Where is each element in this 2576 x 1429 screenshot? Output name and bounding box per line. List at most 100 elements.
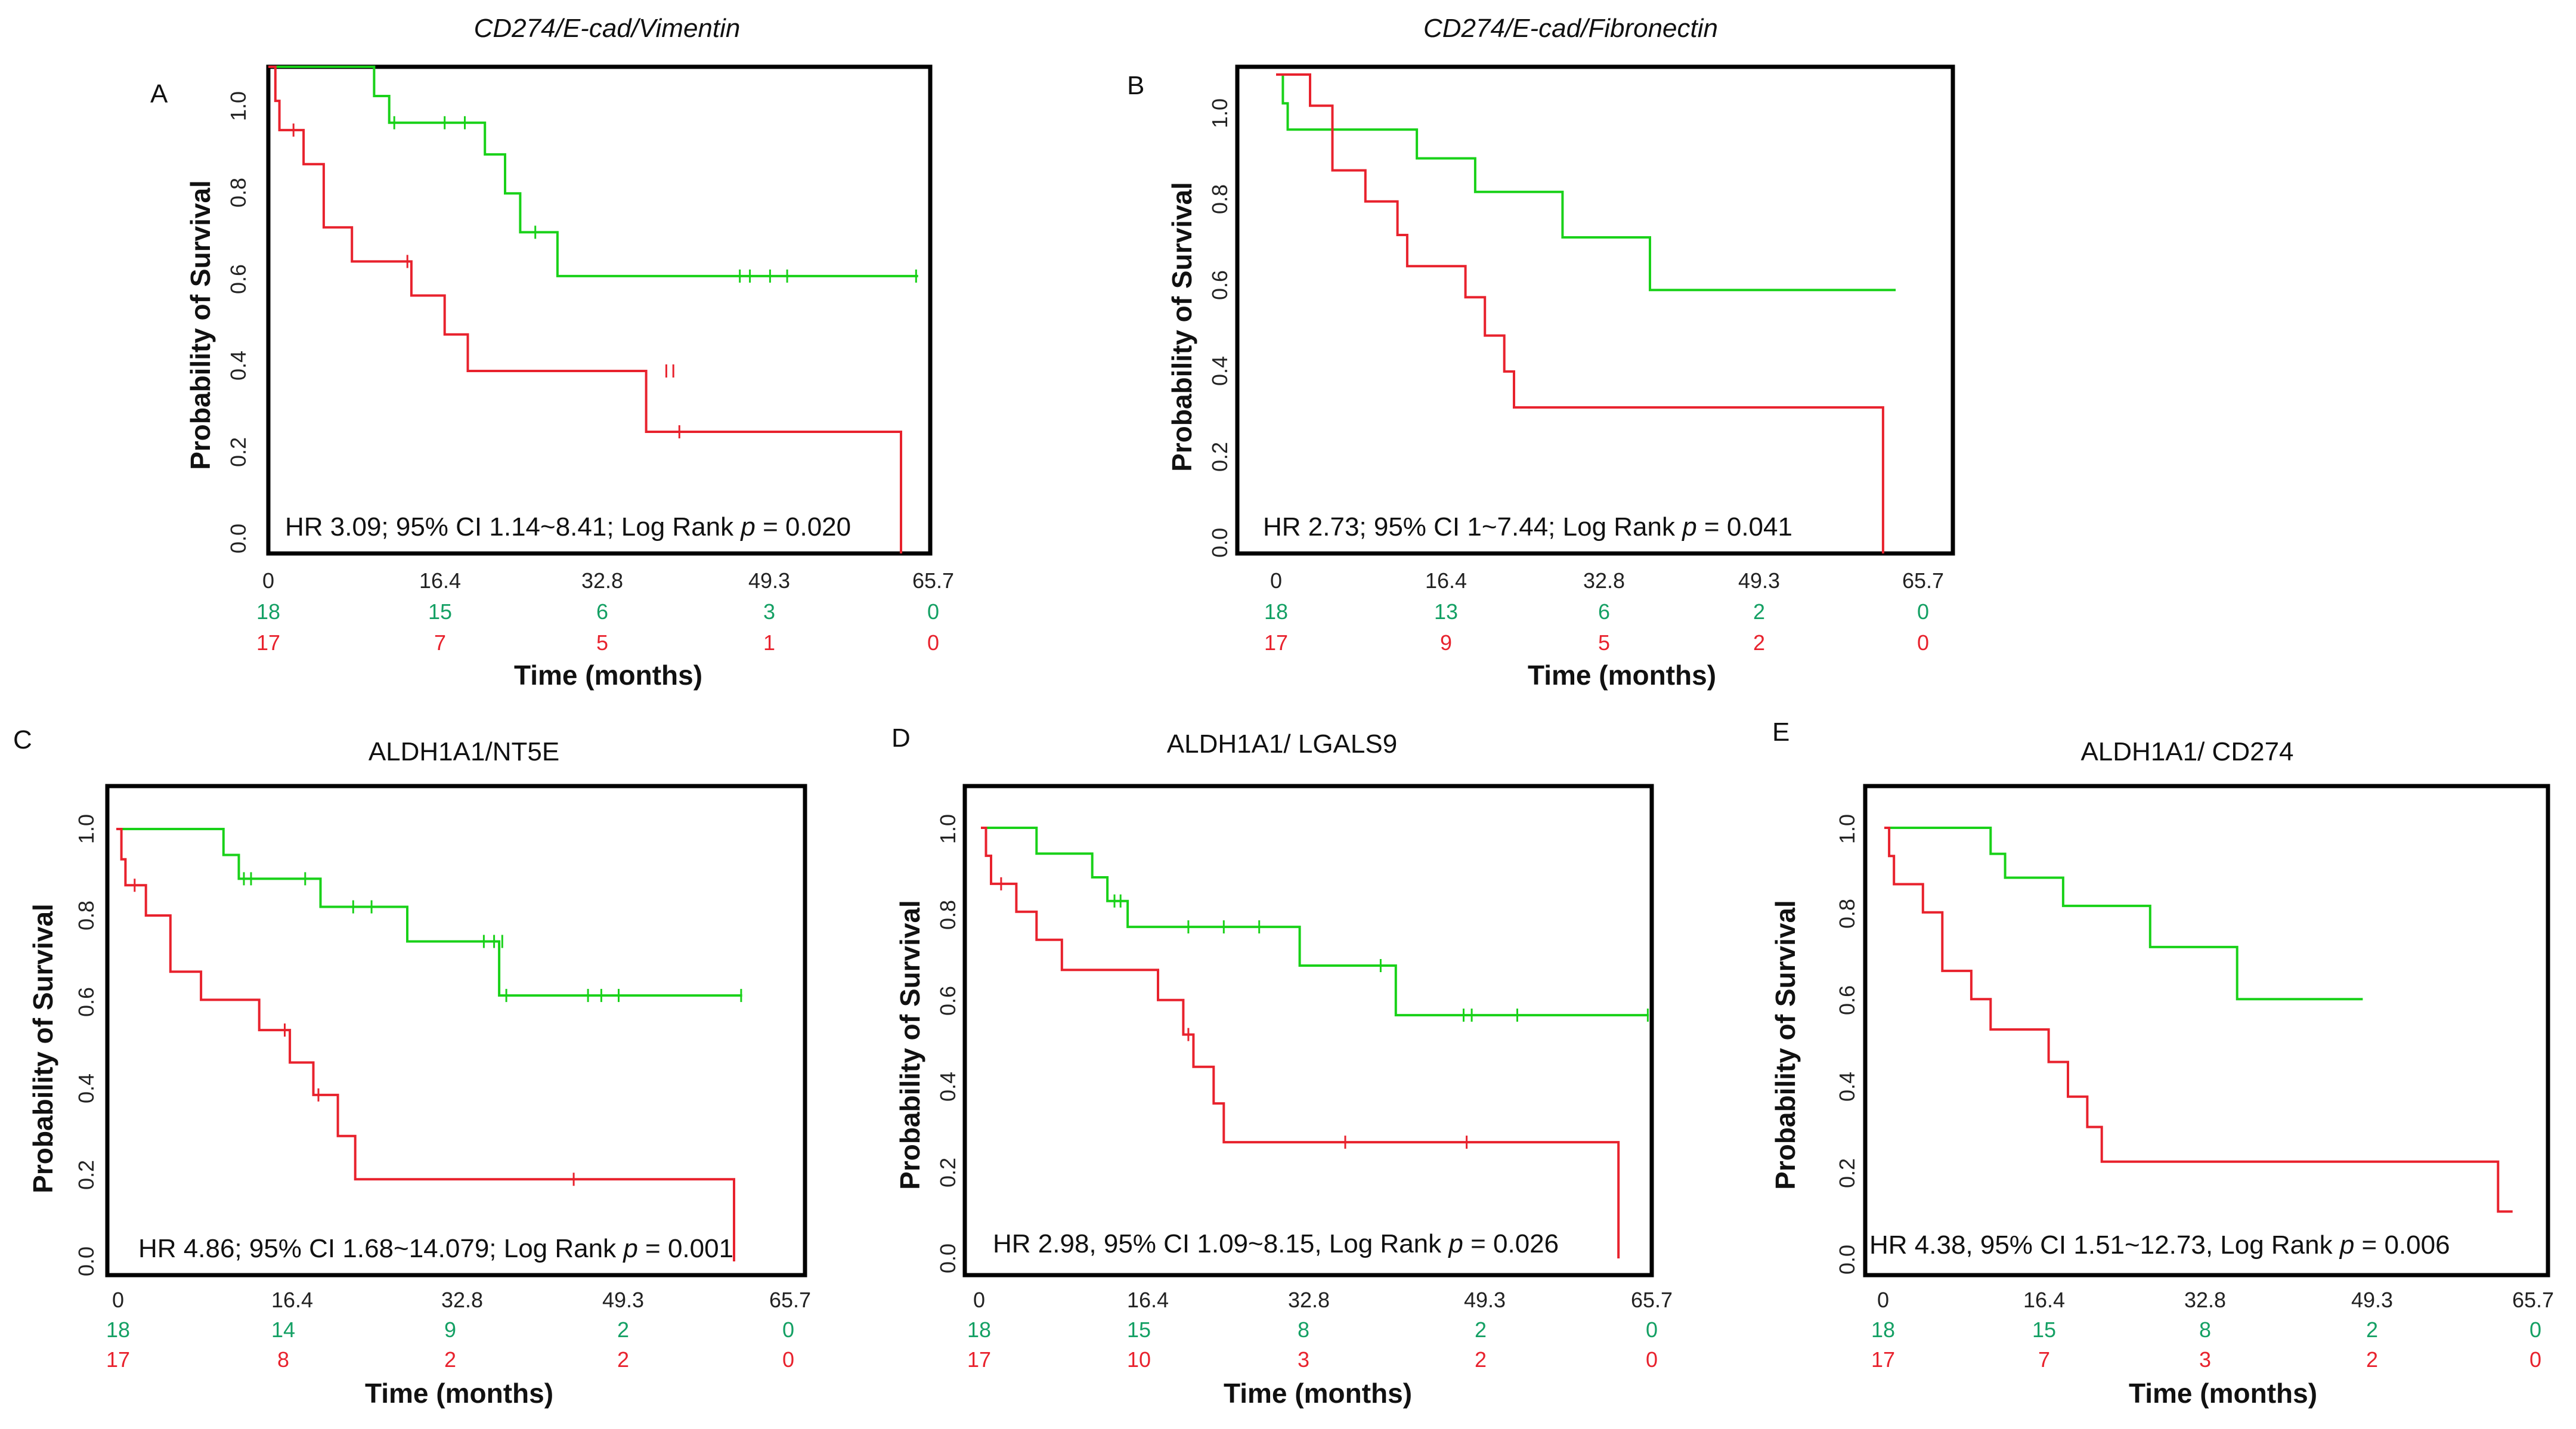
panel-a-stats-p: p <box>739 512 755 542</box>
panel-a-ytick-5: 1.0 <box>226 91 250 121</box>
panel-e-risk-low-2: 8 <box>2199 1317 2211 1342</box>
panel-c-stats-post: = 0.001 <box>638 1234 733 1263</box>
panel-c-xtick-3: 49.3 <box>602 1288 644 1312</box>
panel-d-plot-frame <box>962 784 1654 1278</box>
panel-d-xtick-0: 0 <box>973 1288 985 1312</box>
panel-a-risk-high-3: 1 <box>763 630 775 655</box>
panel-c-y-axis-label: Probability of Survival <box>27 904 58 1193</box>
panel-c-xtick-0: 0 <box>112 1288 124 1312</box>
panel-c-risk-high-1: 8 <box>277 1347 289 1372</box>
panel-b-ytick-0: 0.0 <box>1208 528 1232 558</box>
panel-c-high-expression-curve <box>116 828 735 1261</box>
panel-b-y-ticks: 0.0 0.2 0.4 0.6 0.8 1.0 <box>1208 98 1232 558</box>
panel-e-high-expression-curve <box>1884 827 2513 1213</box>
panel-c-stats-pre: HR 4.86; 95% CI 1.68~14.079; Log Rank <box>138 1234 623 1263</box>
panel-a-ytick-0: 0.0 <box>226 524 250 553</box>
panel-b-title: CD274/E-cad/Fibronectin <box>1423 14 1718 43</box>
panel-a-xtick-2: 32.8 <box>581 568 623 593</box>
panel-b-y-axis-label: Probability of Survival <box>1166 182 1197 472</box>
panel-a-risk-low-2: 6 <box>596 599 608 624</box>
panel-e-stats-post: = 0.006 <box>2354 1230 2450 1260</box>
panel-a-high-expression-curve <box>268 66 902 553</box>
panel-d-risk-high-1: 10 <box>1127 1347 1151 1372</box>
panel-b-plot-frame <box>1235 64 1955 556</box>
panel-c-stats-p: p <box>622 1234 637 1263</box>
panel-c-plot-frame <box>105 784 807 1278</box>
panel-d-risk-high-4: 0 <box>1646 1347 1658 1372</box>
panel-a-stats-post: = 0.020 <box>756 512 851 542</box>
panel-d-x-axis-label: Time (months) <box>1224 1378 1412 1409</box>
panel-c-stats-annotation: HR 4.86; 95% CI 1.68~14.079; Log Rank p … <box>138 1234 733 1263</box>
panel-a-y-ticks: 0.0 0.2 0.4 0.6 0.8 1.0 <box>226 91 250 553</box>
panel-e-risk-low-0: 18 <box>1871 1317 1895 1342</box>
panel-b-xtick-4: 65.7 <box>1902 568 1944 593</box>
panel-e-x-axis-label: Time (months) <box>2129 1378 2317 1409</box>
panel-d-ytick-4: 0.8 <box>936 900 960 930</box>
panel-a-stats-annotation: HR 3.09; 95% CI 1.14~8.41; Log Rank p = … <box>285 512 851 542</box>
panel-c-letter: C <box>13 725 32 754</box>
panel-e-xtick-3: 49.3 <box>2351 1288 2393 1312</box>
panel-c-ytick-1: 0.2 <box>74 1160 98 1190</box>
panel-d: ALDH1A1/ LGALS9 D 0.0 0.2 0.4 0.6 0.8 1.… <box>891 723 1673 1409</box>
panel-a-risk-low-0: 18 <box>256 599 280 624</box>
panel-b-stats-p: p <box>1681 512 1696 542</box>
panel-a-risk-high-0: 17 <box>256 630 280 655</box>
panel-e-curves <box>1884 827 2513 1213</box>
panel-c: ALDH1A1/NT5E C 0.0 0.2 0.4 0.6 0.8 1.0 P… <box>13 725 811 1409</box>
panel-d-stats-p: p <box>1447 1229 1463 1258</box>
panel-a-ytick-3: 0.6 <box>226 264 250 294</box>
panel-b-stats-pre: HR 2.73; 95% CI 1~7.44; Log Rank <box>1263 512 1682 542</box>
panel-c-curves <box>116 828 742 1261</box>
panel-e-ytick-4: 0.8 <box>1835 899 1859 929</box>
panel-b-xtick-0: 0 <box>1270 568 1282 593</box>
panel-a-curves <box>268 66 918 553</box>
panel-a-letter: A <box>150 79 168 109</box>
panel-c-ytick-5: 1.0 <box>74 814 98 844</box>
panel-b-risk-high-4: 0 <box>1917 630 1929 655</box>
panel-a-risk-low: 18 15 6 3 0 <box>256 599 939 624</box>
panel-c-risk-high-4: 0 <box>782 1347 794 1372</box>
panel-e-risk-high-4: 0 <box>2529 1347 2541 1372</box>
panel-b-ytick-4: 0.8 <box>1208 184 1232 214</box>
panel-a-y-axis-label: Probability of Survival <box>185 180 216 470</box>
panel-d-risk-high-0: 17 <box>967 1347 991 1372</box>
panel-b-ytick-5: 1.0 <box>1208 98 1232 128</box>
panel-d-stats-annotation: HR 2.98, 95% CI 1.09~8.15, Log Rank p = … <box>993 1229 1559 1258</box>
panel-d-ytick-2: 0.4 <box>936 1072 960 1102</box>
panel-e: ALDH1A1/ CD274 E 0.0 0.2 0.4 0.6 0.8 1.0… <box>1770 717 2554 1409</box>
panel-b-xtick-2: 32.8 <box>1583 568 1625 593</box>
panel-c-xtick-1: 16.4 <box>271 1288 313 1312</box>
panel-d-ytick-1: 0.2 <box>936 1158 960 1187</box>
panel-a-xtick-1: 16.4 <box>419 568 461 593</box>
panel-e-letter: E <box>1772 717 1789 747</box>
panel-b-high-expression-curve <box>1276 73 1884 553</box>
panel-c-risk-high: 17 8 2 2 0 <box>106 1347 794 1372</box>
panel-a-stats-pre: HR 3.09; 95% CI 1.14~8.41; Log Rank <box>285 512 741 542</box>
panel-a-risk-high: 17 7 5 1 0 <box>256 630 939 655</box>
panel-b-xtick-1: 16.4 <box>1425 568 1467 593</box>
panel-b-stats-annotation: HR 2.73; 95% CI 1~7.44; Log Rank p = 0.0… <box>1263 512 1792 542</box>
panel-b: CD274/E-cad/Fibronectin B 0.0 0.2 0.4 0.… <box>1127 14 1955 691</box>
panel-a-xtick-4: 65.7 <box>912 568 954 593</box>
panel-c-ytick-2: 0.4 <box>74 1074 98 1103</box>
panel-b-risk-low: 18 13 6 2 0 <box>1264 599 1929 624</box>
panel-b-low-expression-curve <box>1276 73 1896 292</box>
panel-e-title: ALDH1A1/ CD274 <box>2080 737 2293 766</box>
panel-e-xtick-2: 32.8 <box>2184 1288 2226 1312</box>
panel-a-ytick-1: 0.2 <box>226 437 250 467</box>
panel-a-low-expression-curve <box>268 66 918 277</box>
panel-b-stats-post: = 0.041 <box>1697 512 1792 542</box>
panel-c-risk-low-4: 0 <box>782 1317 794 1342</box>
panel-b-x-ticks: 0 16.4 32.8 49.3 65.7 <box>1270 568 1944 593</box>
panel-c-x-ticks: 0 16.4 32.8 49.3 65.7 <box>112 1288 811 1312</box>
panel-c-title: ALDH1A1/NT5E <box>369 737 559 766</box>
panel-e-y-axis-label: Probability of Survival <box>1770 900 1801 1190</box>
panel-c-risk-low: 18 14 9 2 0 <box>106 1317 794 1342</box>
panel-b-risk-low-4: 0 <box>1917 599 1929 624</box>
panel-a-risk-high-1: 7 <box>434 630 446 655</box>
panel-d-high-expression-curve <box>981 827 1620 1258</box>
panel-b-risk-high-0: 17 <box>1264 630 1288 655</box>
panel-d-ytick-5: 1.0 <box>936 814 960 844</box>
panel-b-ytick-2: 0.4 <box>1208 356 1232 386</box>
panel-d-letter: D <box>891 723 911 753</box>
